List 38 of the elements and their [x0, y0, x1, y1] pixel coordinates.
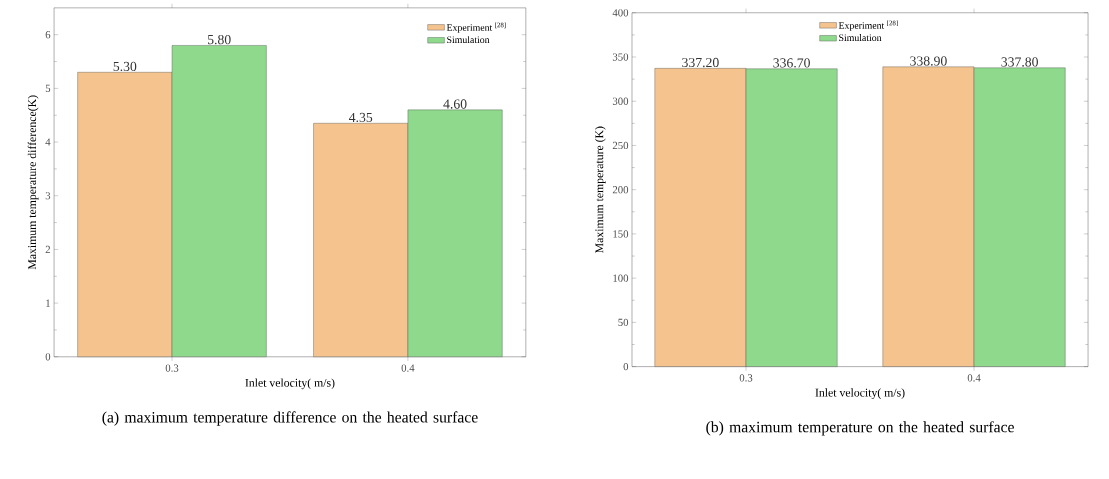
data-label: 4.35: [348, 113, 373, 123]
x-axis-title: Inlet velocity( m/s): [815, 388, 905, 400]
y-tick-label: 50: [618, 318, 629, 327]
x-tick-label: 0.3: [739, 374, 753, 382]
legend-label: Experiment $^{[28]}$: [446, 22, 506, 34]
y-axis-title: Maximum temperature difference(K): [27, 95, 39, 270]
data-label: 338.90: [910, 56, 947, 66]
y-axis-title: Maximum temperature (K): [595, 126, 606, 254]
data-label: 5.80: [207, 35, 231, 45]
text: (b) maximum temperature on the heated surface: [706, 421, 1014, 436]
y-tick-label: 3: [45, 192, 51, 200]
y-tick-label: 1: [46, 299, 50, 307]
text: (a) maximum temperature difference on the heated surface: [102, 411, 478, 426]
legend-label: Simulation: [447, 36, 490, 44]
x-tick-label: 0.4: [401, 364, 415, 372]
data-label: 4.60: [443, 99, 467, 109]
y-tick-label: 350: [612, 53, 629, 61]
legend-label: Experiment $^{[28]}$: [838, 20, 898, 31]
y-tick-label: 400: [612, 9, 629, 17]
y-tick-label: 150: [613, 230, 629, 238]
y-tick-label: 100: [613, 274, 629, 282]
y-tick-label: 200: [612, 186, 629, 194]
x-tick-label: 0.4: [967, 374, 981, 382]
data-label: 336.70: [773, 58, 810, 68]
x-axis-title: Inlet velocity( m/s): [245, 378, 335, 390]
y-tick-label: 2: [45, 246, 51, 254]
y-tick-label: 6: [45, 31, 51, 39]
data-label: 337.80: [1001, 57, 1038, 67]
data-label: 337.20: [682, 58, 719, 68]
y-tick-label: 300: [612, 97, 629, 106]
y-tick-label: 250: [612, 142, 629, 150]
y-tick-label: 0: [45, 353, 51, 361]
y-tick-label: 4: [45, 138, 51, 146]
x-tick-label: 0.3: [165, 364, 179, 372]
legend-label: Simulation: [839, 34, 882, 42]
y-tick-label: 0: [623, 363, 629, 371]
data-label: 5.30: [113, 61, 137, 72]
y-tick-label: 5: [45, 84, 51, 93]
